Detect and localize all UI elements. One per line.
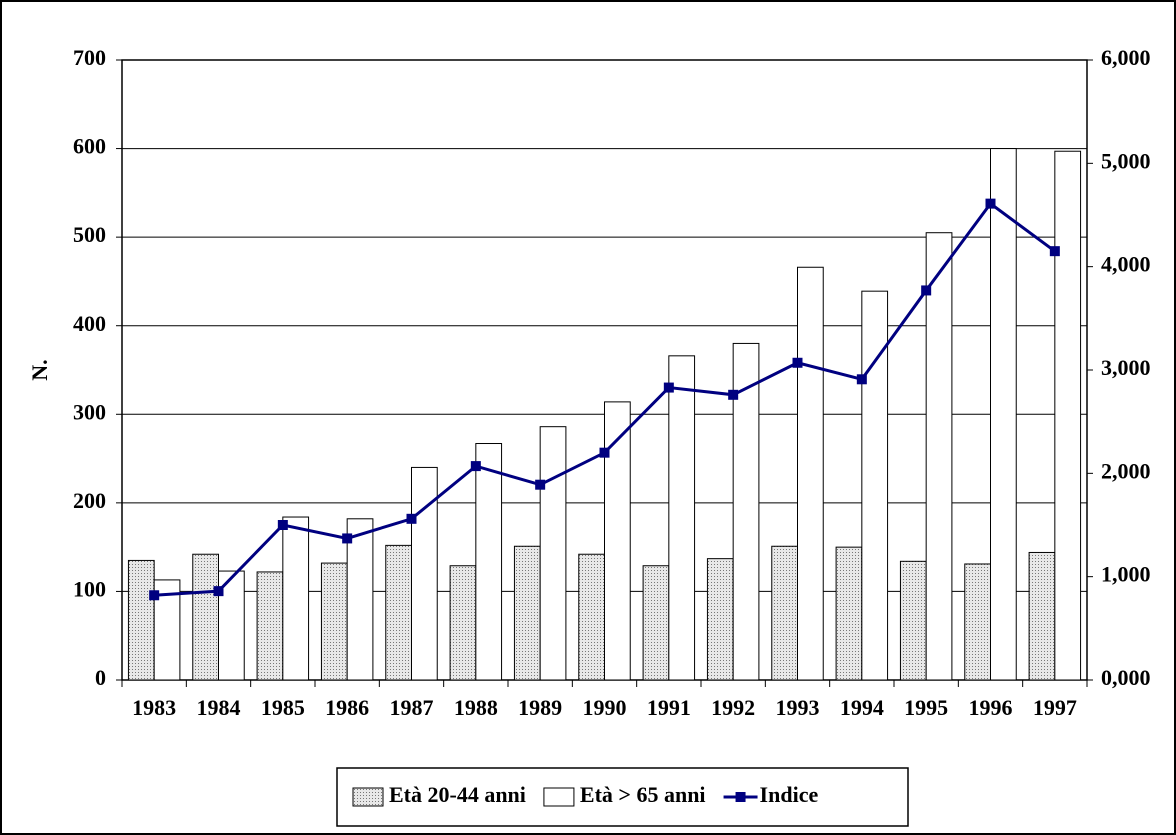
y2-tick-label: 4,000 [1101, 252, 1151, 277]
line-marker [1049, 246, 1060, 257]
bar [964, 563, 991, 681]
line-marker [663, 382, 674, 393]
line-marker [406, 513, 417, 524]
bar [899, 560, 927, 681]
legend-swatch [735, 792, 746, 802]
x-tick-label: 1987 [390, 695, 434, 720]
y-tick-label: 300 [73, 399, 106, 424]
x-tick-label: 1993 [776, 695, 820, 720]
x-tick-label: 1986 [325, 695, 369, 720]
bar [346, 518, 374, 681]
legend: Età 20-44 anni Età > 65 anni Indice [336, 767, 909, 827]
x-tick-label: 1983 [132, 695, 176, 720]
y-tick-label: 600 [73, 134, 106, 159]
legend-label: Indice [760, 782, 819, 807]
y-tick-label: 100 [73, 576, 106, 601]
y-tick-label: 0 [95, 665, 106, 690]
x-tick-label: 1995 [904, 695, 948, 720]
y2-tick-label: 6,000 [1101, 45, 1151, 70]
y2-tick-label: 5,000 [1101, 148, 1151, 173]
bar [385, 544, 412, 681]
y-tick-label: 400 [73, 311, 106, 336]
line-marker [599, 447, 610, 458]
x-tick-label: 1985 [261, 695, 305, 720]
legend-label: Età 20-44 anni [389, 782, 526, 807]
line-marker [856, 374, 867, 385]
legend-swatch [543, 787, 575, 807]
y2-tick-label: 3,000 [1101, 355, 1151, 380]
legend-label: Età > 65 anni [580, 782, 706, 807]
x-tick-label: 1984 [197, 695, 241, 720]
line-marker [149, 590, 160, 601]
x-tick-label: 1994 [840, 695, 884, 720]
bar [604, 401, 631, 681]
bar [706, 558, 734, 681]
line-marker [728, 389, 739, 400]
bar [835, 546, 863, 681]
line-marker [342, 533, 353, 544]
bar [1028, 551, 1056, 681]
bar [925, 232, 953, 681]
bar [127, 559, 155, 681]
line-marker [921, 285, 932, 296]
bar [668, 355, 696, 681]
y2-tick-label: 2,000 [1101, 458, 1151, 483]
bar [192, 553, 219, 681]
x-tick-label: 1992 [711, 695, 755, 720]
bar [578, 553, 605, 681]
legend-swatch [352, 787, 384, 807]
bar [771, 545, 798, 681]
bar [1054, 150, 1082, 681]
x-tick-label: 1996 [969, 695, 1013, 720]
bar [990, 148, 1017, 681]
line-marker [535, 479, 546, 490]
line-marker [470, 461, 481, 472]
y-axis-title: N. [27, 359, 52, 380]
bar [539, 426, 567, 681]
bar [513, 545, 541, 681]
legend-box [336, 767, 909, 827]
y-tick-label: 700 [73, 45, 106, 70]
x-tick-label: 1991 [647, 695, 691, 720]
x-tick-label: 1989 [518, 695, 562, 720]
y2-tick-label: 0,000 [1101, 665, 1151, 690]
line-marker [792, 357, 803, 368]
x-tick-label: 1990 [583, 695, 627, 720]
y-tick-label: 500 [73, 222, 106, 247]
bar [797, 266, 824, 681]
y2-tick-label: 1,000 [1101, 562, 1151, 587]
bar [256, 571, 284, 681]
x-tick-label: 1997 [1033, 695, 1077, 720]
line-marker [985, 198, 996, 209]
line-marker [277, 520, 288, 530]
bar [320, 562, 348, 681]
bar [861, 290, 889, 681]
bar [642, 565, 670, 681]
bar [475, 443, 503, 681]
bar [449, 565, 477, 681]
y-tick-label: 200 [73, 488, 106, 513]
bar [282, 516, 310, 681]
x-tick-label: 1988 [454, 695, 498, 720]
line-marker [213, 586, 224, 597]
